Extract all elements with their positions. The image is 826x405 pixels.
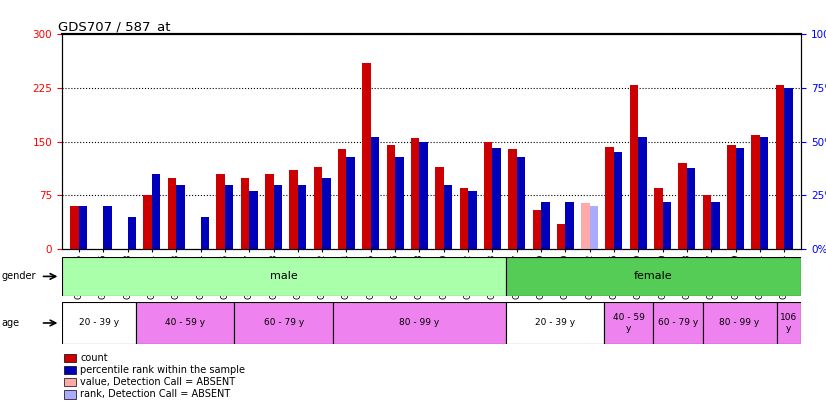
Bar [492,148,501,249]
Text: 80 - 99 y: 80 - 99 y [719,318,760,328]
Bar [662,202,671,249]
Bar [565,202,574,249]
Bar [533,210,541,249]
Bar [484,142,492,249]
Bar [784,88,793,249]
Text: rank, Detection Call = ABSENT: rank, Detection Call = ABSENT [80,390,230,399]
Bar [127,217,136,249]
Bar [64,378,76,386]
Text: 20 - 39 y: 20 - 39 y [534,318,575,328]
Bar [654,188,662,249]
Bar [687,168,695,249]
Bar [727,145,736,249]
Bar [176,185,185,249]
Bar [604,302,653,344]
Bar [678,163,687,249]
Bar [144,196,152,249]
Bar [653,302,703,344]
Bar [411,138,420,249]
Bar [333,302,506,344]
Bar [225,185,234,249]
Bar [371,137,379,249]
Bar [506,302,604,344]
Text: 20 - 39 y: 20 - 39 y [78,318,119,328]
Bar [70,206,79,249]
Bar [703,302,776,344]
Bar [201,217,209,249]
Bar [736,148,744,249]
Bar [506,257,801,296]
Text: GDS707 / 587_at: GDS707 / 587_at [59,20,171,33]
Bar [557,224,565,249]
Bar [760,137,768,249]
Text: female: female [634,271,672,281]
Bar [776,302,801,344]
Text: value, Detection Call = ABSENT: value, Detection Call = ABSENT [80,377,235,387]
Text: male: male [270,271,297,281]
Bar [752,134,760,249]
Bar [338,149,346,249]
Bar [614,152,623,249]
Bar [776,85,784,249]
Bar [638,137,647,249]
Text: count: count [80,353,107,363]
Bar [240,177,249,249]
Bar [444,185,453,249]
Bar [629,85,638,249]
Bar [395,157,404,249]
Bar [289,171,298,249]
Text: 60 - 79 y: 60 - 79 y [263,318,304,328]
Bar [435,167,444,249]
Bar [249,191,258,249]
Text: 60 - 79 y: 60 - 79 y [657,318,698,328]
Bar [420,142,428,249]
Bar [79,206,88,249]
Bar [346,157,355,249]
Bar [64,354,76,362]
Bar [322,178,330,249]
Bar [517,157,525,249]
Bar [590,206,598,249]
Bar [582,202,590,249]
Bar [135,302,235,344]
Bar [273,185,282,249]
Text: 40 - 59
y: 40 - 59 y [613,313,644,333]
Bar [103,206,112,249]
Bar [265,174,273,249]
Text: age: age [2,318,20,328]
Bar [216,174,225,249]
Bar [459,188,468,249]
Bar [235,302,333,344]
Bar [314,167,322,249]
Bar [168,177,176,249]
Bar [64,390,76,399]
Bar [387,145,395,249]
Text: gender: gender [2,271,36,281]
Bar [711,202,719,249]
Text: 106
y: 106 y [781,313,798,333]
Bar [62,302,135,344]
Bar [62,257,506,296]
Text: 80 - 99 y: 80 - 99 y [399,318,439,328]
Bar [605,147,614,249]
Bar [152,174,160,249]
Bar [508,149,517,249]
Bar [298,185,306,249]
Text: 40 - 59 y: 40 - 59 y [165,318,205,328]
Bar [541,202,549,249]
Text: percentile rank within the sample: percentile rank within the sample [80,365,245,375]
Bar [64,366,76,374]
Bar [363,63,371,249]
Bar [468,191,477,249]
Bar [703,196,711,249]
